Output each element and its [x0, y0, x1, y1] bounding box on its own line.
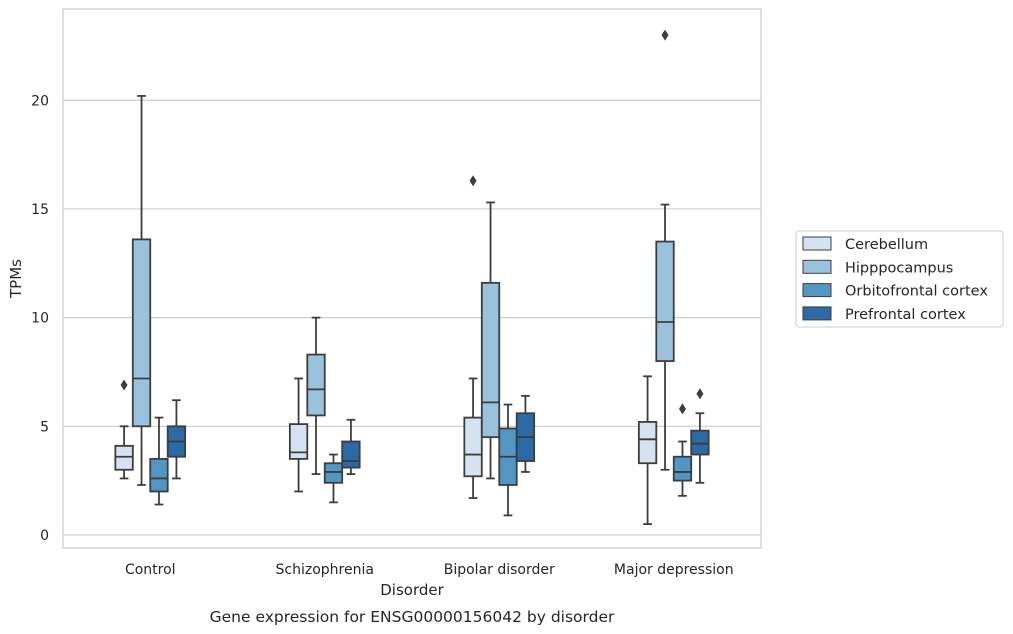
legend-label: Cerebellum	[845, 237, 928, 253]
box-iqr	[323, 462, 344, 484]
box-hipppocampus-0	[131, 95, 152, 486]
box-cerebellum-2	[463, 175, 483, 499]
plot-frame	[62, 8, 762, 549]
y-tick-labels: 0 5 10 15 20	[31, 93, 49, 544]
box-iqr	[306, 353, 326, 417]
box-prefrontal-cortex-0	[166, 399, 187, 480]
outlier-point	[661, 29, 669, 41]
x-axis-title: Disorder	[380, 581, 444, 599]
outlier-point	[469, 175, 477, 187]
box-cerebellum-0	[114, 379, 134, 480]
outlier-point	[678, 403, 686, 415]
y-axis-title: TPMs	[7, 259, 25, 299]
x-tick-label: Control	[125, 562, 176, 578]
box-iqr	[463, 416, 483, 478]
box-iqr	[341, 440, 361, 469]
x-tick-labels: Control Schizophrenia Bipolar disorder Majo…	[125, 562, 734, 578]
legend-label: Hipppocampus	[845, 260, 953, 276]
box-hipppocampus-1	[306, 316, 326, 476]
box-prefrontal-cortex-3	[690, 388, 710, 484]
box-iqr	[655, 240, 675, 362]
box-iqr	[672, 455, 693, 482]
box-groups	[114, 29, 710, 525]
legend: Cerebellum Hipppocampus Orbitofrontal cort…	[795, 230, 1004, 328]
box-iqr	[690, 429, 710, 456]
box-prefrontal-cortex-2	[515, 394, 536, 473]
legend-swatch	[802, 283, 832, 298]
y-tick-label: 10	[31, 311, 49, 327]
legend-swatch	[802, 236, 832, 251]
box-iqr	[480, 281, 501, 439]
box-iqr	[131, 238, 152, 428]
legend-swatch	[802, 306, 832, 321]
x-tick-label: Bipolar disorder	[444, 562, 555, 578]
y-tick-label: 15	[31, 202, 49, 218]
legend-frame	[795, 230, 1004, 328]
outlier-point	[696, 388, 704, 400]
box-cerebellum-1	[288, 377, 309, 493]
x-tick-label: Major depression	[614, 562, 734, 578]
box-orbitofrontal-cortex-3	[672, 403, 693, 497]
box-orbitofrontal-cortex-2	[498, 403, 518, 517]
box-iqr	[288, 423, 309, 460]
box-hipppocampus-3	[655, 29, 675, 471]
y-tick-label: 5	[40, 419, 49, 435]
y-tick-label: 20	[31, 93, 49, 109]
box-iqr	[114, 444, 134, 471]
chart-caption: Gene expression for ENSG00000156042 by d…	[210, 608, 615, 626]
box-iqr	[149, 457, 169, 493]
outlier-point	[120, 379, 128, 391]
box-orbitofrontal-cortex-1	[323, 453, 344, 504]
y-tick-label: 0	[40, 528, 49, 544]
box-iqr	[637, 421, 658, 465]
box-orbitofrontal-cortex-0	[149, 416, 169, 506]
legend-label: Prefrontal cortex	[845, 307, 966, 323]
x-tick-label: Schizophrenia	[276, 562, 374, 578]
box-cerebellum-3	[637, 375, 658, 525]
legend-swatch	[802, 259, 832, 274]
legend-label: Orbitofrontal cortex	[845, 284, 988, 300]
box-prefrontal-cortex-1	[341, 418, 361, 476]
box-hipppocampus-2	[480, 201, 501, 480]
